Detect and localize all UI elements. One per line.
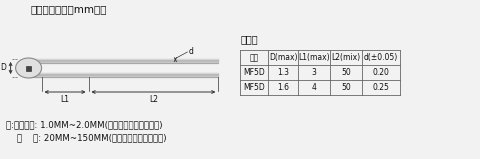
Text: 尺寸表: 尺寸表: [240, 34, 258, 44]
Text: d(±0.05): d(±0.05): [364, 53, 398, 62]
Text: MF5D: MF5D: [243, 68, 265, 77]
Text: 0.25: 0.25: [372, 83, 390, 92]
Text: L2(mix): L2(mix): [332, 53, 361, 62]
Text: L1(max): L1(max): [299, 53, 330, 62]
Bar: [26, 66, 31, 70]
Text: 3: 3: [312, 68, 317, 77]
Text: 型号: 型号: [250, 53, 259, 62]
Text: 尺寸图（单位：mm）：: 尺寸图（单位：mm）：: [31, 4, 107, 14]
Text: d: d: [188, 46, 193, 55]
Text: L2: L2: [149, 94, 158, 104]
Text: L1: L1: [60, 94, 70, 104]
Text: D: D: [0, 63, 7, 73]
Text: 4: 4: [312, 83, 317, 92]
Text: 50: 50: [341, 68, 351, 77]
Ellipse shape: [15, 58, 42, 78]
Text: 注:头部尺寸: 1.0MM~2.0MM(可以根据客户要求订做): 注:头部尺寸: 1.0MM~2.0MM(可以根据客户要求订做): [6, 121, 162, 129]
Text: 线    长: 20MM~150MM(可以根据客户要求订做): 线 长: 20MM~150MM(可以根据客户要求订做): [6, 134, 166, 142]
Text: D(max): D(max): [269, 53, 298, 62]
Text: 1.3: 1.3: [277, 68, 289, 77]
Text: 50: 50: [341, 83, 351, 92]
Text: 1.6: 1.6: [277, 83, 289, 92]
Text: MF5D: MF5D: [243, 83, 265, 92]
Text: 0.20: 0.20: [372, 68, 390, 77]
